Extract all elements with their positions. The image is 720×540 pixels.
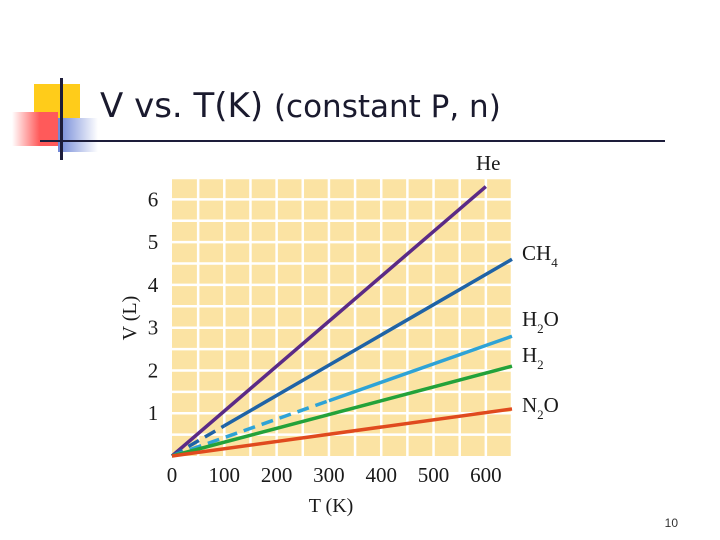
x-tick-label: 300 <box>313 463 345 487</box>
series-label: H2O <box>522 307 559 336</box>
series-line-dashed <box>171 424 226 458</box>
series-line <box>171 364 513 458</box>
y-tick-label: 5 <box>148 230 159 254</box>
series-label: N2O <box>522 393 559 422</box>
x-tick-labels: 0 100 200 300 400 500 600 <box>167 463 502 487</box>
series-line <box>223 257 513 428</box>
x-tick-label: 0 <box>167 463 178 487</box>
slide-title: V vs. T(K) (constant P, n) <box>100 86 501 126</box>
series-label: H2 <box>522 343 544 372</box>
y-axis-label: V (L) <box>119 296 141 341</box>
title-main: V vs. T(K) <box>100 86 264 126</box>
series-line-dashed <box>171 399 330 458</box>
series-label: He <box>476 151 501 175</box>
x-tick-label: 100 <box>209 463 241 487</box>
y-tick-label: 1 <box>148 401 159 425</box>
title-sub: (constant P, n) <box>273 89 501 125</box>
grid-lines <box>172 176 514 456</box>
x-tick-label: 400 <box>365 463 397 487</box>
x-axis-label: T (K) <box>309 495 354 517</box>
y-tick-labels: 1 2 3 4 5 6 <box>148 187 159 425</box>
series-lines <box>170 185 513 458</box>
y-tick-label: 3 <box>148 316 159 340</box>
y-tick-label: 2 <box>148 358 159 382</box>
x-tick-label: 200 <box>261 463 293 487</box>
x-tick-label: 600 <box>470 463 502 487</box>
series-line <box>328 334 513 403</box>
title-rule <box>40 140 665 142</box>
page-number: 10 <box>664 516 678 530</box>
series-line <box>170 185 487 458</box>
series-line <box>171 407 513 458</box>
y-tick-label: 6 <box>148 187 159 211</box>
x-tick-label: 500 <box>418 463 450 487</box>
y-tick-label: 4 <box>148 273 159 297</box>
deco-vertical-line <box>60 78 63 160</box>
series-label: CH4 <box>522 241 558 270</box>
deco-blue-square <box>58 118 98 152</box>
